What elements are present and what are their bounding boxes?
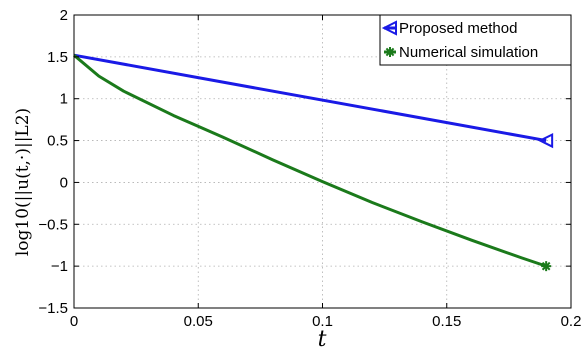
y-axis-label: log10(||u(t,·)||L2) [13, 108, 33, 256]
x-axis-label: t [318, 327, 327, 350]
legend-label: Proposed method [399, 20, 517, 37]
y-tick-label: −1.5 [38, 300, 68, 317]
legend: Proposed method Numerical simulation [379, 14, 572, 66]
series-group [73, 53, 554, 272]
legend-marker [385, 47, 395, 57]
legend-entry: Numerical simulation [384, 44, 538, 61]
y-tick-label: 2 [60, 7, 68, 24]
y-tick-labels: −1.5 −1 −0.5 0 0.5 1 1.5 2 [38, 7, 68, 317]
x-tick-label: 0 [70, 313, 78, 330]
series-line [73, 54, 547, 268]
series-end-marker [541, 261, 552, 272]
legend-entry: Proposed method [381, 20, 517, 37]
x-tick-label: 0.15 [432, 313, 461, 330]
star-stroke [541, 261, 551, 271]
x-tick-labels: 0 0.05 0.1 0.15 0.2 [70, 313, 582, 330]
x-tick-label: 0.1 [312, 313, 333, 330]
y-tick-label: 1 [60, 91, 68, 108]
series-end-marker [537, 132, 554, 149]
legend-marker [381, 20, 397, 36]
legend-label: Numerical simulation [399, 44, 538, 61]
star-stroke [385, 47, 395, 57]
x-tick-label: 0.2 [561, 313, 582, 330]
y-tick-label: 1.5 [47, 49, 68, 66]
series-numerical-simulation [73, 54, 552, 272]
series-line [73, 53, 547, 143]
y-axis-label-group: log10(||u(t,·)||L2) [13, 108, 33, 256]
y-tick-label: 0.5 [47, 133, 68, 150]
y-tick-label: −1 [51, 258, 68, 275]
x-tick-label: 0.05 [184, 313, 213, 330]
y-tick-label: −0.5 [38, 216, 68, 233]
series-proposed-method [73, 53, 554, 149]
legend-box [379, 14, 572, 66]
y-tick-label: 0 [60, 174, 68, 191]
